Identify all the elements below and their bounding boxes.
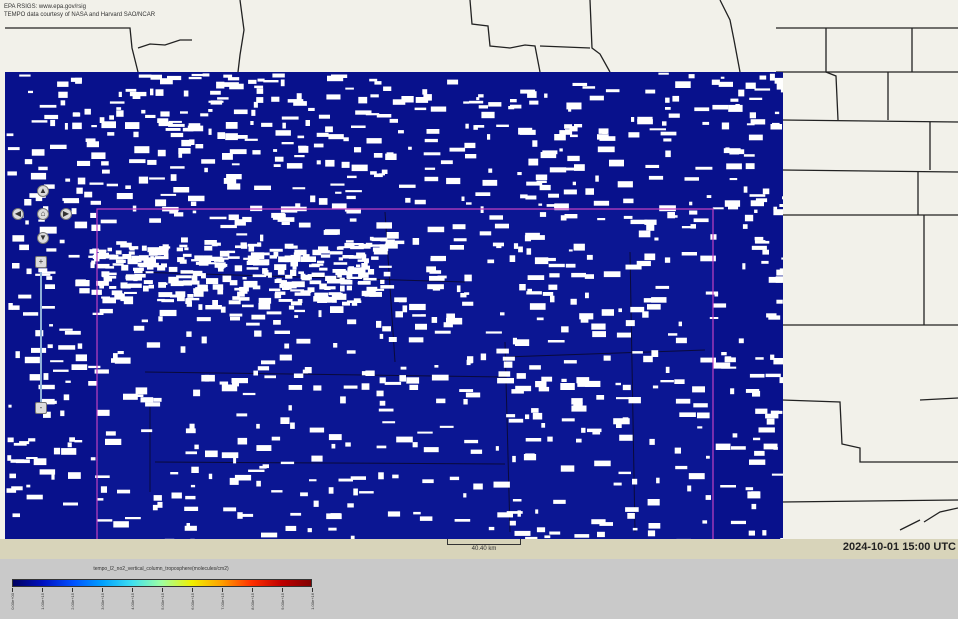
scale-label: 40.40 km bbox=[471, 546, 497, 552]
legend-color-bar bbox=[12, 579, 312, 587]
pan-left-icon[interactable]: ◀ bbox=[12, 208, 24, 220]
legend-tick bbox=[132, 588, 133, 592]
legend-title: tempo_l2_no2_vertical_column_troposphere… bbox=[93, 566, 229, 572]
credit-line-1: EPA RSIGS: www.epa.gov/rsig bbox=[4, 4, 86, 10]
legend-tick bbox=[282, 588, 283, 592]
scale-bar bbox=[447, 539, 521, 545]
legend-tick bbox=[312, 588, 313, 592]
map-view[interactable]: EPA RSIGS: www.epa.gov/rsig TEMPO data c… bbox=[0, 0, 958, 539]
legend-tick-label: 5.00e+15 bbox=[160, 593, 165, 610]
domain-outline bbox=[96, 208, 714, 539]
legend-tick-label: 6.00e+15 bbox=[190, 593, 195, 610]
legend-tick bbox=[162, 588, 163, 592]
legend-tick bbox=[192, 588, 193, 592]
legend-tick-label: 4.00e+15 bbox=[130, 593, 135, 610]
legend-tick bbox=[102, 588, 103, 592]
pan-right-icon[interactable]: ▶ bbox=[60, 208, 72, 220]
color-legend: tempo_l2_no2_vertical_column_troposphere… bbox=[8, 566, 315, 616]
pan-down-icon[interactable]: ▼ bbox=[37, 232, 49, 244]
legend-tick-label: 3.00e+15 bbox=[100, 593, 105, 610]
legend-tick bbox=[222, 588, 223, 592]
state-boundaries bbox=[5, 0, 958, 531]
zoom-out-button[interactable]: - bbox=[35, 402, 47, 414]
credit-line-2: TEMPO data courtesy of NASA and Harvard … bbox=[4, 12, 156, 18]
legend-tick-label: 1.00e+16 bbox=[310, 593, 315, 610]
legend-tick bbox=[42, 588, 43, 592]
timestamp: 2024-10-01 15:00 UTC bbox=[842, 541, 956, 553]
legend-tick-label: 7.00e+15 bbox=[220, 593, 225, 610]
legend-tick bbox=[12, 588, 13, 592]
home-icon[interactable]: ⌂ bbox=[37, 208, 49, 220]
cloud-mask bbox=[6, 72, 783, 539]
pan-up-icon[interactable]: ▲ bbox=[37, 185, 49, 197]
no2-data-layer bbox=[5, 72, 783, 539]
zoom-slider-track[interactable] bbox=[40, 272, 42, 404]
legend-tick-label: 2.00e+15 bbox=[70, 593, 75, 610]
legend-tick-label: 0.00e+00 bbox=[10, 593, 15, 610]
legend-tick bbox=[72, 588, 73, 592]
legend-tick-label: 8.00e+15 bbox=[250, 593, 255, 610]
zoom-in-button[interactable]: + bbox=[35, 256, 47, 268]
region-highlight bbox=[97, 209, 713, 539]
legend-tick bbox=[252, 588, 253, 592]
status-bar bbox=[0, 539, 958, 559]
legend-tick-label: 1.00e+15 bbox=[40, 593, 45, 610]
data-credit: EPA RSIGS: www.epa.gov/rsig TEMPO data c… bbox=[4, 3, 155, 19]
legend-tick-label: 9.00e+15 bbox=[280, 593, 285, 610]
